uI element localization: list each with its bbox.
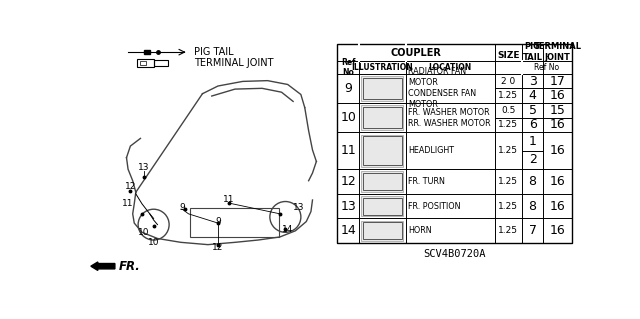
Text: PIG
TAIL: PIG TAIL	[523, 42, 543, 62]
Text: 8: 8	[529, 175, 536, 188]
Text: COUPLER: COUPLER	[390, 48, 442, 58]
Bar	[337, 44, 572, 243]
Bar	[190, 208, 279, 237]
Text: Ref
No: Ref No	[341, 58, 355, 77]
Text: 9: 9	[215, 217, 221, 226]
Bar	[362, 172, 403, 191]
Bar	[363, 173, 402, 190]
Text: SCV4B0720A: SCV4B0720A	[424, 249, 486, 259]
Text: 12: 12	[340, 175, 356, 188]
Text: 10: 10	[138, 228, 149, 237]
Bar	[154, 60, 168, 66]
Text: TERMINAL
JOINT: TERMINAL JOINT	[534, 42, 582, 62]
Text: 0.5: 0.5	[501, 106, 515, 115]
Text: 6: 6	[529, 118, 536, 131]
Text: ILLUSTRATION: ILLUSTRATION	[351, 63, 413, 72]
Bar	[362, 135, 403, 167]
Text: 13: 13	[293, 203, 304, 212]
Bar	[363, 78, 402, 99]
Text: FR.: FR.	[119, 260, 141, 273]
Text: 8: 8	[529, 200, 536, 213]
Text: 4: 4	[529, 89, 536, 102]
Text: 2 0: 2 0	[501, 77, 515, 85]
Text: 16: 16	[550, 118, 566, 131]
Text: 14: 14	[340, 224, 356, 237]
Bar	[143, 50, 150, 54]
Text: 9: 9	[344, 82, 352, 95]
Bar	[363, 198, 402, 215]
Text: 7: 7	[529, 224, 536, 237]
Text: LOCATION: LOCATION	[428, 63, 472, 72]
Text: TERMINAL JOINT: TERMINAL JOINT	[194, 58, 273, 68]
Text: 1: 1	[529, 135, 536, 148]
Text: 9: 9	[179, 203, 185, 212]
Text: 12: 12	[212, 243, 223, 252]
Bar	[138, 59, 154, 67]
Text: 11: 11	[223, 196, 234, 204]
Text: 13: 13	[340, 200, 356, 213]
Text: 2: 2	[529, 153, 536, 167]
Text: 14: 14	[282, 225, 293, 234]
Text: 5: 5	[529, 104, 536, 117]
Text: 16: 16	[550, 89, 566, 102]
Bar	[362, 196, 403, 216]
Bar	[363, 107, 402, 128]
Text: 11: 11	[122, 199, 134, 208]
Text: 12: 12	[125, 182, 136, 191]
Text: 10: 10	[148, 238, 159, 247]
Text: 16: 16	[550, 175, 566, 188]
Text: 16: 16	[550, 200, 566, 213]
Text: 16: 16	[550, 224, 566, 237]
Text: FR. WASHER MOTOR
RR. WASHER MOTOR: FR. WASHER MOTOR RR. WASHER MOTOR	[408, 108, 490, 128]
Text: 1.25: 1.25	[498, 120, 518, 130]
Text: 1.25: 1.25	[498, 91, 518, 100]
Text: RADIATOR FAN
MOTOR
CONDENSER FAN
MOTOR: RADIATOR FAN MOTOR CONDENSER FAN MOTOR	[408, 67, 476, 109]
Bar	[363, 136, 402, 165]
Text: 17: 17	[550, 75, 566, 87]
FancyArrow shape	[91, 262, 115, 271]
Text: SIZE: SIZE	[497, 51, 520, 60]
Bar	[363, 222, 402, 239]
Text: FR. TURN: FR. TURN	[408, 177, 445, 186]
Text: HEADLIGHT: HEADLIGHT	[408, 146, 454, 155]
Text: 3: 3	[529, 75, 536, 87]
Text: 1.25: 1.25	[498, 146, 518, 155]
Text: PIG TAIL: PIG TAIL	[194, 47, 234, 57]
Text: Ref No: Ref No	[534, 63, 559, 72]
Bar	[362, 105, 403, 130]
Text: 15: 15	[550, 104, 566, 117]
Bar	[362, 76, 403, 101]
Text: HORN: HORN	[408, 226, 431, 235]
Bar	[362, 221, 403, 241]
Text: 16: 16	[550, 144, 566, 157]
Text: 11: 11	[340, 144, 356, 157]
Bar	[140, 61, 146, 65]
Text: 13: 13	[138, 163, 149, 172]
Text: 10: 10	[340, 111, 356, 124]
Text: FR. POSITION: FR. POSITION	[408, 202, 460, 211]
Text: 1.25: 1.25	[498, 202, 518, 211]
Text: 1.25: 1.25	[498, 226, 518, 235]
Text: 1.25: 1.25	[498, 177, 518, 186]
